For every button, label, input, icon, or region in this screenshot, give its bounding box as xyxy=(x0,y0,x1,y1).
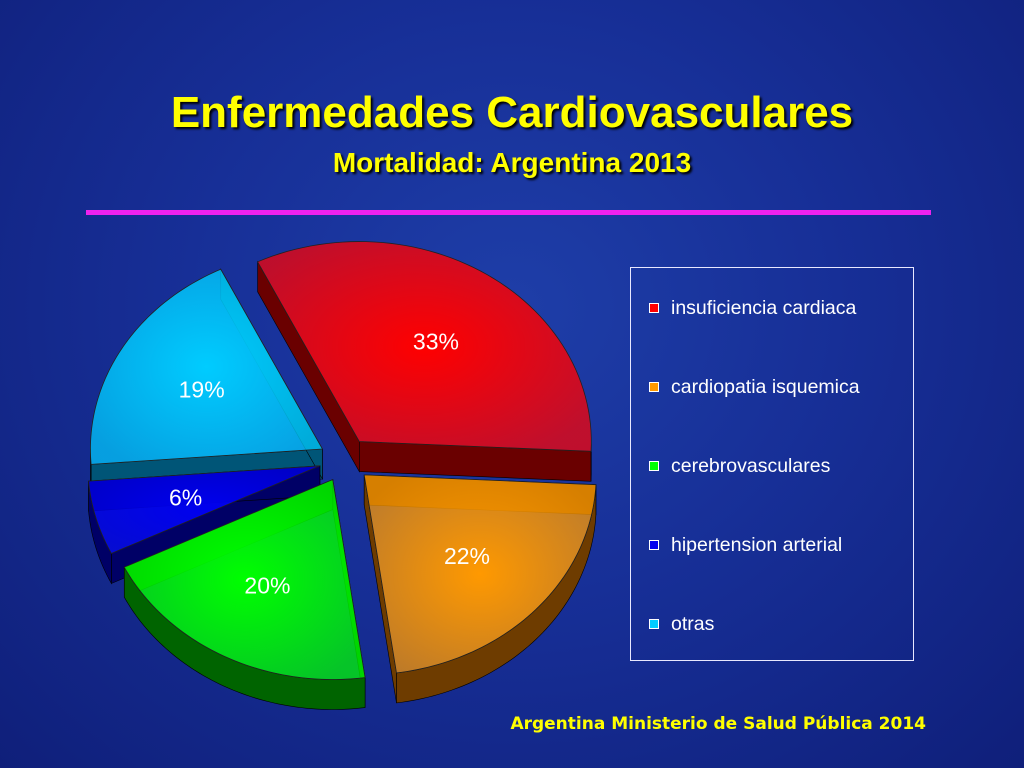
slice-label-otras: 19% xyxy=(179,376,225,402)
legend-swatch xyxy=(649,303,659,313)
chart-title: Enfermedades Cardiovasculares xyxy=(170,88,854,137)
slice-top xyxy=(257,241,592,452)
legend-item-cerebrovasculares: cerebrovasculares xyxy=(649,453,830,479)
legend-item-insuficiencia-cardiaca: insuficiencia cardiaca xyxy=(649,295,856,321)
slice-top xyxy=(123,478,366,680)
legend-item-otras: otras xyxy=(649,611,714,637)
legend-label: cerebrovasculares xyxy=(671,454,831,477)
legend-label: hipertension arterial xyxy=(671,533,843,556)
legend-label: insuficiencia cardiaca xyxy=(671,296,857,319)
title-divider xyxy=(86,210,931,215)
slice-insuficiencia-cardiaca xyxy=(257,241,592,482)
legend-swatch xyxy=(649,619,659,629)
legend-swatch xyxy=(649,461,659,471)
slice-label-insuficiencia-cardiaca: 33% xyxy=(413,328,459,354)
slice-cerebrovasculares xyxy=(123,478,366,710)
source-caption: Argentina Ministerio de Salud Pública 20… xyxy=(510,714,926,734)
chart-subtitle: Mortalidad: Argentina 2013 xyxy=(332,147,692,178)
slice-label-hipertension-arterial: 6% xyxy=(169,484,202,510)
chart-legend: insuficiencia cardiaca cardiopatia isquem… xyxy=(630,267,914,661)
slice-label-cardiopatia-isquemica: 22% xyxy=(444,543,490,569)
slice-top xyxy=(88,465,321,554)
legend-item-cardiopatia-isquemica: cardiopatia isquemica xyxy=(649,374,860,400)
legend-swatch xyxy=(649,540,659,550)
slice-cardiopatia-isquemica xyxy=(363,474,597,704)
legend-swatch xyxy=(649,382,659,392)
slice-top xyxy=(90,268,324,465)
legend-label: cardiopatia isquemica xyxy=(671,375,860,398)
legend-item-hipertension-arterial: hipertension arterial xyxy=(649,532,842,558)
slice-label-cerebrovasculares: 20% xyxy=(244,572,290,598)
slice-top xyxy=(363,474,597,674)
slice-otras xyxy=(90,268,324,495)
legend-label: otras xyxy=(671,612,715,635)
